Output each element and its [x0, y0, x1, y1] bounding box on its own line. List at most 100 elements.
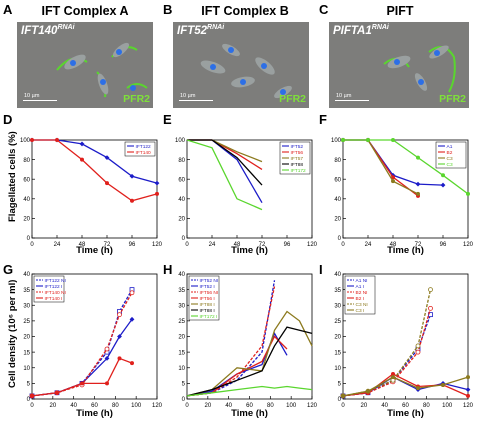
legend-label: IFT56 NI	[200, 290, 219, 296]
panel-letter-c: C	[319, 2, 329, 17]
plot-frame	[342, 139, 469, 239]
panel-letter-a: A	[3, 2, 13, 17]
y-tick-label: 0	[27, 397, 31, 403]
data-point	[55, 138, 59, 142]
x-tick-label: 72	[259, 242, 266, 248]
cells-c	[383, 45, 456, 93]
y-tick-label: 40	[23, 197, 30, 203]
micrograph-c: PIFTA1RNAi 10 µm PFR2	[329, 22, 469, 108]
x-tick-label: 0	[30, 242, 34, 248]
x-tick-label: 120	[463, 242, 474, 248]
data-point	[391, 375, 395, 380]
y-tick-label: 20	[23, 217, 30, 223]
data-point	[130, 361, 134, 366]
legend-label: IFT56	[291, 150, 304, 156]
data-point	[416, 191, 420, 196]
x-tick-label: 0	[185, 242, 189, 248]
data-point	[117, 356, 122, 361]
data-point	[391, 138, 395, 142]
cells-image-b	[200, 43, 292, 99]
data-point	[80, 381, 84, 386]
data-point	[416, 155, 420, 160]
x-tick-label: 100	[131, 403, 142, 409]
data-point	[105, 181, 109, 186]
legend-label: C3 NI	[356, 302, 368, 308]
legend-label: C3	[447, 162, 453, 168]
y-tick-label: 10	[334, 366, 341, 372]
panel-title-a: IFT Complex A	[41, 4, 129, 18]
chart-letter-i: I	[319, 262, 323, 277]
panel-letter-b: B	[163, 2, 173, 17]
cells-b	[200, 43, 292, 99]
cells-image-a	[56, 42, 148, 98]
series-line	[31, 289, 133, 397]
data-point	[415, 349, 421, 355]
y-tick-label: 15	[23, 350, 30, 356]
x-axis-label-h: Time (h)	[231, 408, 268, 419]
data-point	[55, 390, 59, 395]
data-point	[415, 343, 421, 349]
scale-bar-b	[179, 100, 213, 101]
y-tick-label: 40	[178, 272, 185, 278]
x-tick-label: 20	[49, 403, 56, 409]
data-point	[30, 393, 34, 398]
legend-box	[344, 275, 376, 315]
legend-label: IFT52 I	[200, 284, 215, 290]
y-tick-label: 30	[23, 303, 30, 309]
panel-title-c: PIFT	[386, 4, 414, 18]
y-tick-label: 20	[178, 217, 185, 223]
cell-line-label-b: IFT52RNAi	[177, 24, 225, 37]
legend-label: A1 NI	[356, 278, 368, 284]
legend-label: IFT88	[291, 162, 304, 168]
x-tick-label: 48	[79, 242, 86, 248]
series-line	[342, 289, 432, 397]
series-line	[342, 308, 432, 397]
y-tick-label: 60	[178, 177, 185, 183]
micrograph-b: IFT52RNAi 10 µm PFR2	[173, 22, 309, 108]
legend-label: IFT140	[136, 150, 152, 156]
x-tick-label: 0	[341, 242, 345, 248]
series-line	[186, 139, 263, 211]
data-point	[415, 181, 421, 187]
data-point	[440, 182, 446, 188]
x-tick-label: 72	[104, 242, 111, 248]
data-point	[428, 287, 433, 293]
x-tick-label: 20	[360, 403, 367, 409]
x-tick-label: 100	[442, 403, 453, 409]
x-tick-label: 120	[152, 403, 163, 409]
x-axis-label-f: Time (h)	[387, 245, 424, 256]
data-point	[104, 155, 110, 161]
data-point	[428, 312, 433, 318]
x-tick-label: 48	[234, 242, 241, 248]
data-point	[391, 175, 395, 180]
y-tick-label: 15	[334, 350, 341, 356]
legend-label: IFT52 NI	[200, 278, 219, 284]
micrograph-a: IFT140RNAi 10 µm PFR2	[17, 22, 153, 108]
series-line	[342, 373, 469, 397]
legend-label: B2 I	[356, 296, 365, 302]
series-line	[186, 310, 313, 397]
x-tick-label: 120	[152, 242, 163, 248]
chart-letter-d: D	[3, 112, 13, 127]
legend-label: IFT140 NI	[45, 290, 66, 296]
data-point	[105, 381, 109, 386]
data-point	[129, 290, 135, 296]
x-axis-label-g: Time (h)	[76, 408, 113, 419]
cell-line-label-a: IFT140RNAi	[21, 24, 75, 37]
series-line	[186, 385, 313, 397]
legend-label: IFT88 I	[200, 302, 215, 308]
y-tick-label: 0	[338, 397, 342, 403]
scale-bar-c	[335, 100, 369, 101]
y-tick-label: 100	[175, 138, 186, 144]
x-axis-label-d: Time (h)	[76, 245, 113, 256]
y-tick-label: 60	[334, 177, 341, 183]
series-line	[186, 286, 276, 397]
chart-letter-f: F	[319, 112, 327, 127]
y-tick-label: 30	[334, 303, 341, 309]
series-line	[343, 139, 469, 195]
y-tick-label: 40	[178, 197, 185, 203]
legend-label: B2	[447, 150, 453, 156]
x-tick-label: 96	[129, 242, 136, 248]
